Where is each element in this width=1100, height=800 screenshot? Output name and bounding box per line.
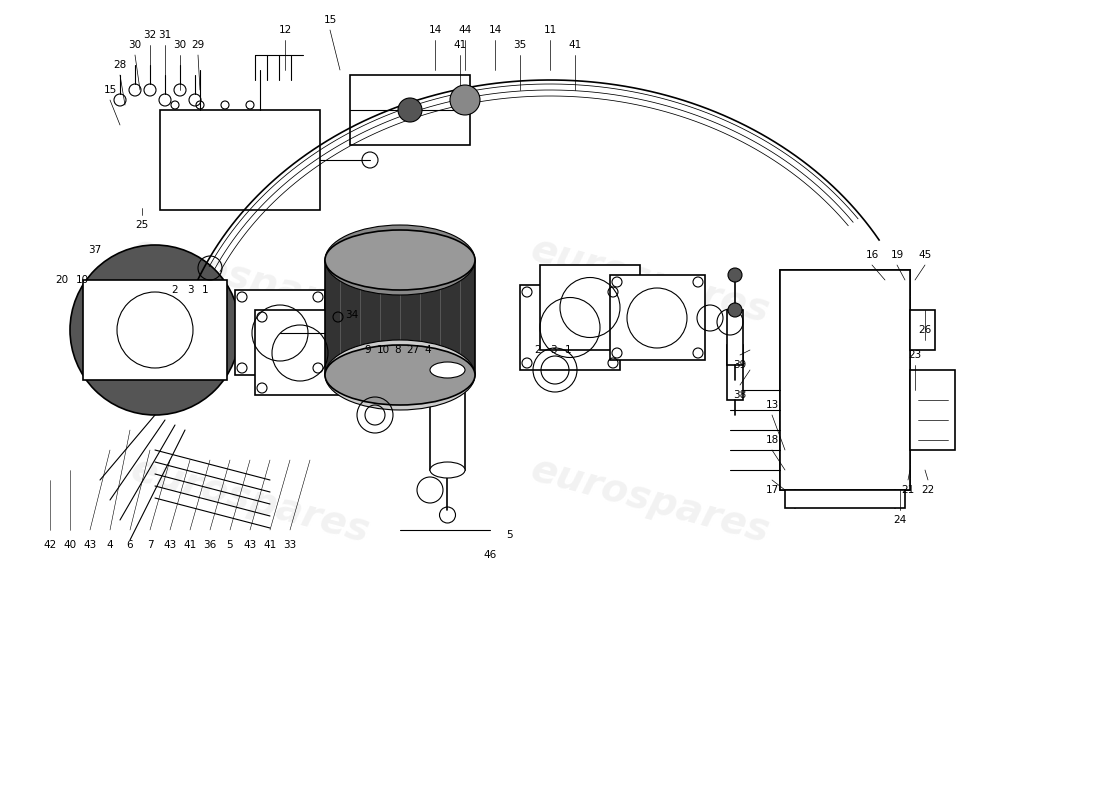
- Text: 10: 10: [76, 275, 89, 285]
- Text: 9: 9: [365, 345, 372, 355]
- Text: 30: 30: [174, 40, 187, 50]
- Bar: [520, 285, 620, 370]
- Text: 2: 2: [535, 345, 541, 355]
- Text: 41: 41: [263, 540, 276, 550]
- Circle shape: [728, 303, 743, 317]
- Text: 4: 4: [107, 540, 113, 550]
- Text: 43: 43: [84, 540, 97, 550]
- Text: 26: 26: [918, 325, 932, 335]
- Text: 11: 11: [543, 25, 557, 35]
- Ellipse shape: [324, 340, 475, 410]
- Text: 13: 13: [766, 400, 779, 410]
- Bar: [160, 110, 320, 210]
- Text: 43: 43: [164, 540, 177, 550]
- Ellipse shape: [430, 362, 465, 378]
- Bar: [430, 370, 465, 470]
- Ellipse shape: [324, 230, 475, 290]
- Text: 29: 29: [191, 40, 205, 50]
- Bar: [780, 270, 910, 490]
- Circle shape: [70, 245, 240, 415]
- Text: 41: 41: [569, 40, 582, 50]
- Bar: [540, 265, 640, 350]
- Text: 34: 34: [345, 310, 359, 320]
- Text: 2: 2: [172, 285, 178, 295]
- Text: 12: 12: [278, 25, 292, 35]
- Text: 32: 32: [143, 30, 156, 40]
- Text: 41: 41: [453, 40, 466, 50]
- Bar: [785, 490, 905, 508]
- Circle shape: [450, 85, 480, 115]
- Text: eurospares: eurospares: [126, 230, 374, 330]
- Text: eurospares: eurospares: [126, 450, 374, 550]
- Text: 43: 43: [243, 540, 256, 550]
- Text: 17: 17: [766, 485, 779, 495]
- Text: 16: 16: [866, 250, 879, 260]
- Circle shape: [117, 292, 192, 368]
- Text: 3: 3: [187, 285, 194, 295]
- Text: 40: 40: [64, 540, 77, 550]
- Text: 3: 3: [550, 345, 557, 355]
- Ellipse shape: [430, 462, 465, 478]
- Circle shape: [728, 268, 743, 282]
- Text: 19: 19: [890, 250, 903, 260]
- Text: 30: 30: [129, 40, 142, 50]
- Bar: [727, 310, 742, 365]
- Text: 45: 45: [918, 250, 932, 260]
- Text: 14: 14: [488, 25, 502, 35]
- Text: 1: 1: [201, 285, 208, 295]
- Text: 5: 5: [227, 540, 233, 550]
- Text: 15: 15: [323, 15, 337, 25]
- Text: 21: 21: [901, 485, 914, 495]
- Text: 42: 42: [43, 540, 56, 550]
- Text: 1: 1: [564, 345, 571, 355]
- Text: 10: 10: [376, 345, 389, 355]
- Bar: [255, 310, 345, 395]
- Text: 37: 37: [88, 245, 101, 255]
- Circle shape: [417, 477, 443, 503]
- Text: 20: 20: [55, 275, 68, 285]
- Text: 33: 33: [284, 540, 297, 550]
- Text: 6: 6: [126, 540, 133, 550]
- Text: 46: 46: [483, 550, 496, 560]
- Text: 22: 22: [922, 485, 935, 495]
- Text: eurospares: eurospares: [527, 230, 773, 330]
- Text: eurospares: eurospares: [527, 450, 773, 550]
- Bar: [610, 275, 705, 360]
- Bar: [82, 280, 227, 380]
- Text: 35: 35: [514, 40, 527, 50]
- Text: 14: 14: [428, 25, 441, 35]
- Ellipse shape: [324, 345, 475, 405]
- Text: 7: 7: [146, 540, 153, 550]
- Bar: [350, 75, 470, 145]
- Text: 24: 24: [893, 515, 906, 525]
- Ellipse shape: [324, 225, 475, 295]
- Text: 4: 4: [425, 345, 431, 355]
- Text: 27: 27: [406, 345, 419, 355]
- Bar: [235, 290, 324, 375]
- Text: 23: 23: [909, 350, 922, 360]
- Text: 36: 36: [204, 540, 217, 550]
- Text: 5: 5: [507, 530, 514, 540]
- Text: 15: 15: [103, 85, 117, 95]
- Bar: [910, 370, 955, 450]
- Bar: [910, 310, 935, 350]
- Bar: [780, 270, 910, 490]
- Text: 28: 28: [113, 60, 127, 70]
- Text: 25: 25: [135, 220, 149, 230]
- Text: 44: 44: [459, 25, 472, 35]
- Text: 39: 39: [734, 360, 747, 370]
- Bar: [324, 260, 475, 375]
- Bar: [727, 345, 742, 400]
- Text: 41: 41: [184, 540, 197, 550]
- Text: 38: 38: [734, 390, 747, 400]
- Text: 8: 8: [395, 345, 402, 355]
- Text: 18: 18: [766, 435, 779, 445]
- Text: 31: 31: [158, 30, 172, 40]
- Circle shape: [398, 98, 422, 122]
